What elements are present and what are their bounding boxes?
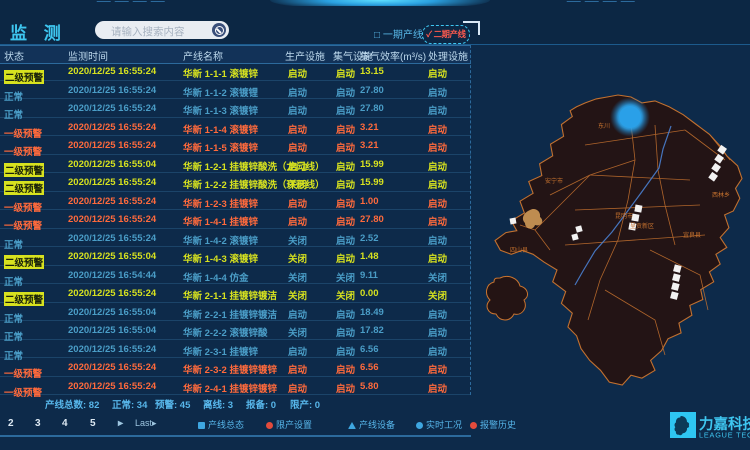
svg-text:呈贡新区: 呈贡新区: [630, 222, 654, 230]
svg-text:LEAGUE TECH: LEAGUE TECH: [699, 431, 750, 440]
svg-text:西林乡: 西林乡: [712, 191, 730, 199]
svg-text:四山县: 四山县: [510, 246, 528, 254]
svg-text:安宁市: 安宁市: [545, 177, 563, 185]
svg-text:宜良县: 宜良县: [683, 231, 701, 239]
svg-text:东川: 东川: [598, 122, 610, 130]
svg-text:昆明市: 昆明市: [615, 212, 633, 220]
